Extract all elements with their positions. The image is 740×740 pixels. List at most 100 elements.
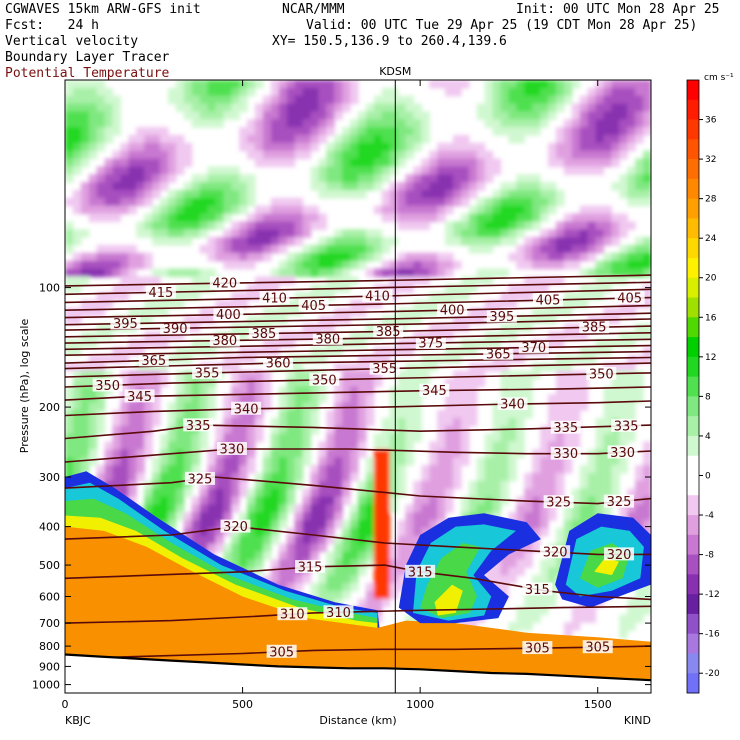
vv-cell [326, 245, 335, 254]
vv-cell [358, 551, 367, 560]
vv-cell [255, 559, 264, 568]
vv-cell [270, 307, 280, 317]
vv-cell [270, 527, 280, 537]
vv-cell [255, 417, 264, 427]
vv-cell [223, 260, 232, 270]
vv-cell [516, 205, 525, 215]
theta-contour-345 [65, 386, 651, 401]
colorbar-bin [687, 198, 699, 219]
vv-cell [524, 276, 533, 285]
vv-cell [579, 103, 589, 113]
vv-cell [381, 111, 391, 120]
vv-cell [342, 433, 351, 443]
vv-cell [72, 166, 82, 175]
vv-cell [365, 457, 375, 466]
vv-cell [318, 488, 327, 498]
vv-cell [286, 551, 296, 560]
theta-label-355: 355 [195, 366, 220, 381]
colorbar-bin [687, 515, 699, 536]
vv-cell [207, 166, 217, 175]
vv-cell [270, 197, 280, 207]
vv-cell [373, 119, 383, 128]
vv-cell [270, 127, 280, 136]
vv-cell [524, 284, 533, 293]
vv-cell [270, 465, 280, 474]
vv-cell [635, 323, 644, 333]
vv-cell [215, 174, 224, 183]
theta-label-330: 330 [610, 446, 635, 461]
vv-cell [500, 362, 510, 372]
vv-cell [65, 197, 74, 207]
vv-cell [80, 465, 90, 474]
vv-cell [294, 417, 304, 427]
vv-cell [381, 127, 391, 136]
vv-cell [373, 496, 383, 505]
vv-cell [318, 472, 327, 482]
theta-contour-305 [65, 645, 651, 660]
theta-label-320: 320 [607, 548, 632, 563]
vv-cell [445, 410, 454, 419]
vv-cell [421, 111, 430, 120]
vv-cell [429, 512, 438, 521]
vv-cell [540, 87, 549, 97]
vv-cell [389, 119, 399, 128]
vv-cell [365, 135, 375, 144]
vv-cell [152, 158, 161, 168]
vv-cell [500, 441, 510, 450]
vv-cell [516, 606, 525, 616]
vv-cell [500, 417, 510, 427]
vv-cell [302, 527, 312, 537]
vv-cell [405, 174, 415, 183]
vv-cell [342, 268, 351, 278]
vv-cell [175, 512, 185, 521]
vv-cell [294, 402, 304, 411]
vv-cell [167, 190, 177, 199]
vv-cell [413, 315, 422, 325]
vv-cell [207, 119, 217, 128]
vv-cell [255, 205, 264, 215]
vv-cell [595, 465, 605, 474]
vv-cell [365, 229, 375, 238]
vv-cell [207, 213, 217, 223]
vv-cell [635, 590, 644, 600]
vv-cell [255, 527, 264, 537]
vv-cell [358, 127, 367, 136]
vv-cell [611, 394, 620, 403]
vv-cell [405, 551, 415, 560]
vv-cell [334, 394, 343, 403]
theta-label-bg [309, 372, 340, 386]
vv-cell [334, 80, 343, 89]
vv-cell [603, 410, 613, 419]
vv-cell [278, 559, 288, 568]
vv-cell [540, 205, 549, 215]
vv-cell [555, 221, 565, 230]
vv-cell [231, 80, 240, 89]
theta-contour-320 [65, 525, 651, 556]
vv-cell [563, 362, 573, 372]
vv-cell [437, 417, 446, 427]
vv-cell [286, 260, 296, 270]
colorbar-label: 28 [705, 195, 717, 205]
vv-cell [540, 260, 549, 270]
vv-cell [445, 205, 454, 215]
vv-cell [500, 221, 510, 230]
vv-cell [136, 229, 145, 238]
vv-cell [508, 567, 517, 576]
vv-cell [524, 103, 533, 113]
vv-cell [334, 551, 343, 560]
vv-cell [318, 590, 327, 600]
vv-cell [318, 95, 327, 105]
vv-cell [397, 370, 407, 380]
vv-cell [619, 119, 628, 128]
vv-cell [191, 292, 201, 301]
vv-cell [468, 174, 478, 183]
vv-cell [96, 268, 106, 278]
vv-cell [167, 142, 177, 152]
vv-cell [555, 559, 565, 568]
vv-cell [635, 465, 644, 474]
vv-cell [255, 315, 264, 325]
vv-cell [207, 480, 217, 490]
vv-cell [152, 402, 161, 411]
vv-cell [524, 315, 533, 325]
vv-cell [223, 465, 232, 474]
